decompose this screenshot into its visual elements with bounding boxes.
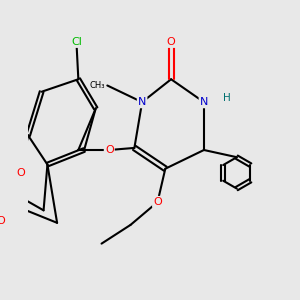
Text: O: O [153, 197, 162, 207]
Text: O: O [16, 168, 25, 178]
Text: N: N [138, 97, 146, 107]
Text: N: N [200, 97, 208, 107]
Text: Cl: Cl [71, 37, 82, 47]
Text: CH₃: CH₃ [89, 81, 105, 90]
Text: H: H [223, 93, 231, 103]
Text: O: O [105, 145, 114, 155]
Text: O: O [0, 216, 5, 226]
Text: O: O [167, 37, 176, 47]
